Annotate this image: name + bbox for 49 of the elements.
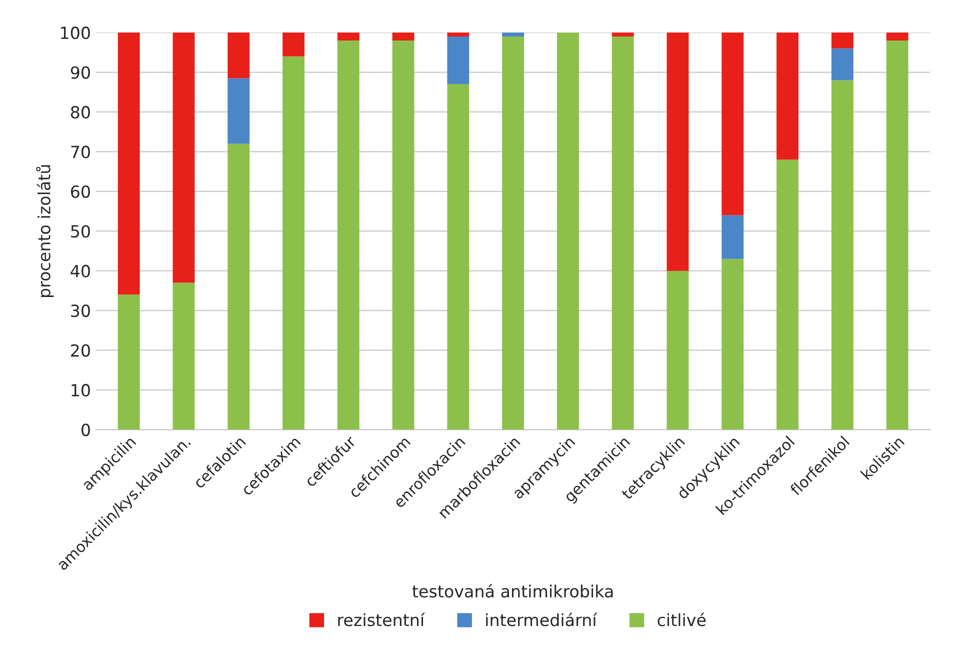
y-axis-title: procento izolátů — [36, 165, 54, 297]
y-tick-label: 90 — [70, 66, 90, 79]
y-tick-label: 60 — [70, 185, 90, 198]
bar — [502, 36, 524, 430]
bar — [886, 40, 908, 430]
bar — [337, 40, 360, 430]
bar — [172, 32, 195, 283]
bar — [722, 32, 744, 216]
bar — [831, 32, 854, 48]
bar — [612, 36, 634, 430]
legend-label: intermediární — [486, 612, 598, 626]
bar — [118, 32, 140, 295]
bar — [886, 32, 908, 40]
bar — [392, 40, 414, 430]
bar — [776, 160, 798, 430]
bar — [228, 78, 250, 144]
y-tick-label: 10 — [72, 384, 90, 397]
bar — [337, 32, 360, 40]
bar — [776, 32, 798, 160]
x-axis-title: testovaná antimikrobika — [412, 584, 613, 598]
bar — [228, 144, 250, 430]
bar — [447, 84, 470, 430]
bar — [447, 32, 470, 37]
y-tick-label: 0 — [82, 424, 90, 436]
y-tick-label: 70 — [71, 146, 90, 158]
legend-label: rezistentní — [338, 612, 426, 626]
bar — [612, 32, 634, 37]
bar — [666, 32, 689, 271]
bar — [831, 48, 854, 80]
bar — [556, 32, 579, 430]
bar — [392, 32, 414, 40]
bar — [722, 258, 744, 430]
bar — [118, 294, 140, 430]
y-tick-label: 100 — [61, 26, 90, 40]
bar — [722, 215, 744, 259]
y-tick-label: 20 — [71, 344, 90, 357]
y-tick-label: 80 — [70, 106, 90, 119]
bar — [228, 32, 250, 78]
y-tick-label: 40 — [70, 264, 90, 278]
bar — [831, 80, 854, 430]
y-tick-label: 50 — [71, 225, 90, 238]
bar — [282, 56, 304, 430]
bar — [172, 282, 195, 430]
bar — [666, 270, 689, 430]
bar — [282, 32, 304, 56]
legend-label: citlivé — [658, 612, 706, 626]
bar — [502, 32, 524, 37]
y-tick-label: 30 — [71, 304, 90, 318]
bar — [447, 36, 470, 84]
